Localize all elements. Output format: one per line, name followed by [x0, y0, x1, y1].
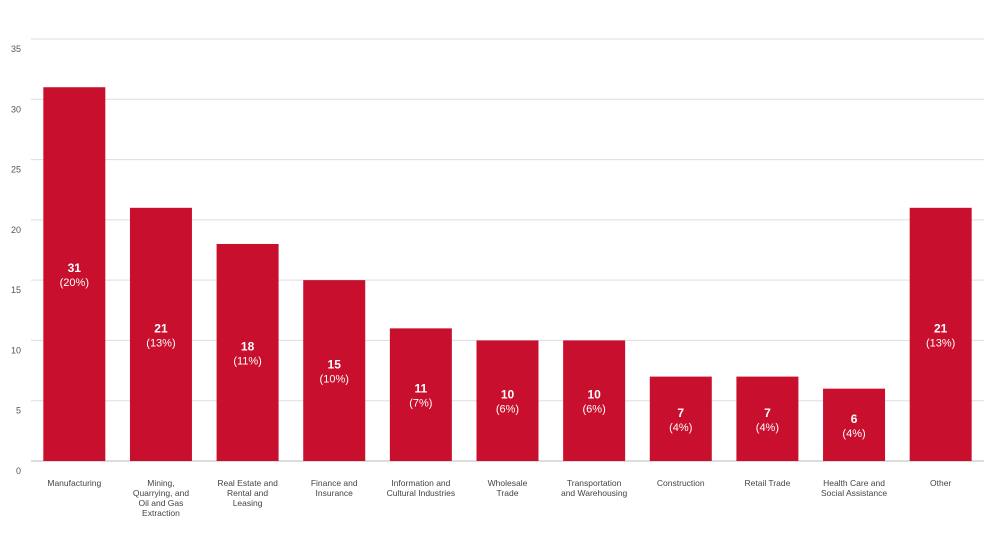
bar — [129, 207, 192, 461]
y-tick-label: 0 — [16, 466, 21, 476]
bar-percent-label: (6%) — [583, 404, 606, 416]
bar-value-label: 18 — [241, 339, 255, 353]
y-axis-ticks: 0 5 10 15 20 25 30 35 — [11, 44, 21, 476]
category-label: Transportation — [567, 478, 622, 488]
bar — [563, 340, 626, 461]
bar-value-label: 6 — [851, 412, 858, 426]
y-tick-label: 5 — [16, 406, 21, 416]
bar-percent-label: (6%) — [496, 404, 519, 416]
y-tick-label: 35 — [11, 44, 21, 54]
bar-percent-label: (13%) — [146, 337, 175, 349]
category-label: Oil and Gas — [139, 498, 184, 508]
category-label: Quarrying, and — [133, 488, 189, 498]
category-label: Health Care and — [823, 478, 885, 488]
value-labels: 31 (20%) 21 (13%) 18 (11%) 15 (10%) 11 (7%) 10 (6%)… — [60, 261, 956, 440]
y-tick-label: 25 — [11, 165, 21, 175]
bar-value-label: 21 — [934, 321, 948, 335]
category-label: and Warehousing — [561, 488, 628, 498]
bar-value-label: 11 — [415, 382, 428, 396]
bar-value-label: 21 — [154, 321, 168, 335]
bar — [476, 340, 539, 461]
bar-value-label: 31 — [68, 261, 82, 275]
category-label: Cultural Industries — [387, 488, 456, 498]
category-label: Real Estate and — [217, 478, 278, 488]
bar-value-label: 15 — [328, 358, 342, 372]
bar-value-label: 7 — [677, 406, 684, 420]
category-label: Extraction — [142, 508, 180, 518]
bar-percent-label: (7%) — [409, 398, 432, 410]
bar-value-label: 7 — [764, 406, 771, 420]
category-label: Leasing — [233, 498, 263, 508]
category-label: Construction — [657, 478, 705, 488]
bar-percent-label: (10%) — [320, 374, 349, 386]
bar-percent-label: (11%) — [233, 355, 262, 367]
bar-percent-label: (4%) — [842, 428, 865, 440]
bar — [823, 388, 886, 461]
y-tick-label: 10 — [11, 345, 21, 355]
category-label: Trade — [497, 488, 519, 498]
y-tick-label: 15 — [11, 285, 21, 295]
bar — [649, 376, 712, 461]
y-tick-label: 20 — [11, 225, 21, 235]
category-label: Other — [930, 478, 951, 488]
bar-percent-label: (4%) — [669, 422, 692, 434]
category-label: Wholesale — [488, 478, 528, 488]
bar-percent-label: (20%) — [60, 277, 89, 289]
bar-value-label: 10 — [587, 388, 601, 402]
category-label: Mining, — [147, 478, 174, 488]
bar — [736, 376, 799, 461]
category-label: Finance and — [311, 478, 358, 488]
bar — [389, 328, 452, 461]
bar — [303, 280, 366, 461]
category-label: Social Assistance — [821, 488, 887, 498]
bar — [216, 243, 279, 461]
bars — [43, 87, 972, 461]
bar-percent-label: (4%) — [756, 422, 779, 434]
bar — [909, 207, 972, 461]
category-label: Retail Trade — [744, 478, 790, 488]
category-label: Information and — [391, 478, 450, 488]
category-label: Manufacturing — [47, 478, 101, 488]
y-tick-label: 30 — [11, 104, 21, 114]
category-label: Rental and — [227, 488, 268, 498]
bar-value-label: 10 — [501, 388, 515, 402]
bar — [43, 87, 106, 461]
bar-percent-label: (13%) — [926, 337, 955, 349]
category-label: Insurance — [316, 488, 354, 498]
